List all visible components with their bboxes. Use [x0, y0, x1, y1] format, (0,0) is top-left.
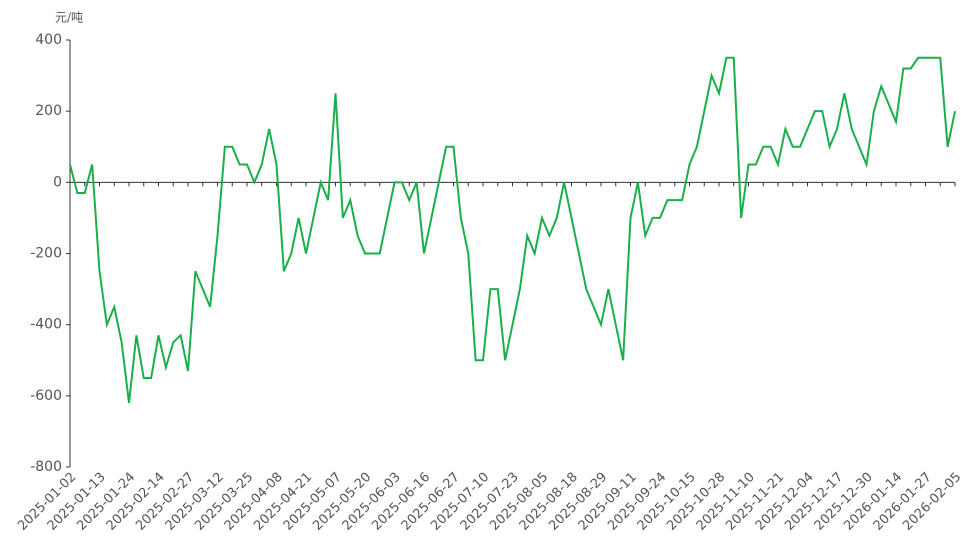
y-tick-label: -400: [30, 317, 62, 333]
y-tick-label: 400: [35, 32, 62, 48]
y-tick-label: -600: [30, 388, 62, 404]
y-tick-label: 0: [53, 174, 62, 190]
y-unit: 元/吨: [55, 11, 83, 25]
y-tick-label: 200: [35, 103, 62, 119]
y-tick-label: -200: [30, 246, 62, 262]
y-tick-label: -800: [30, 459, 62, 475]
line-series: [69, 56, 956, 404]
